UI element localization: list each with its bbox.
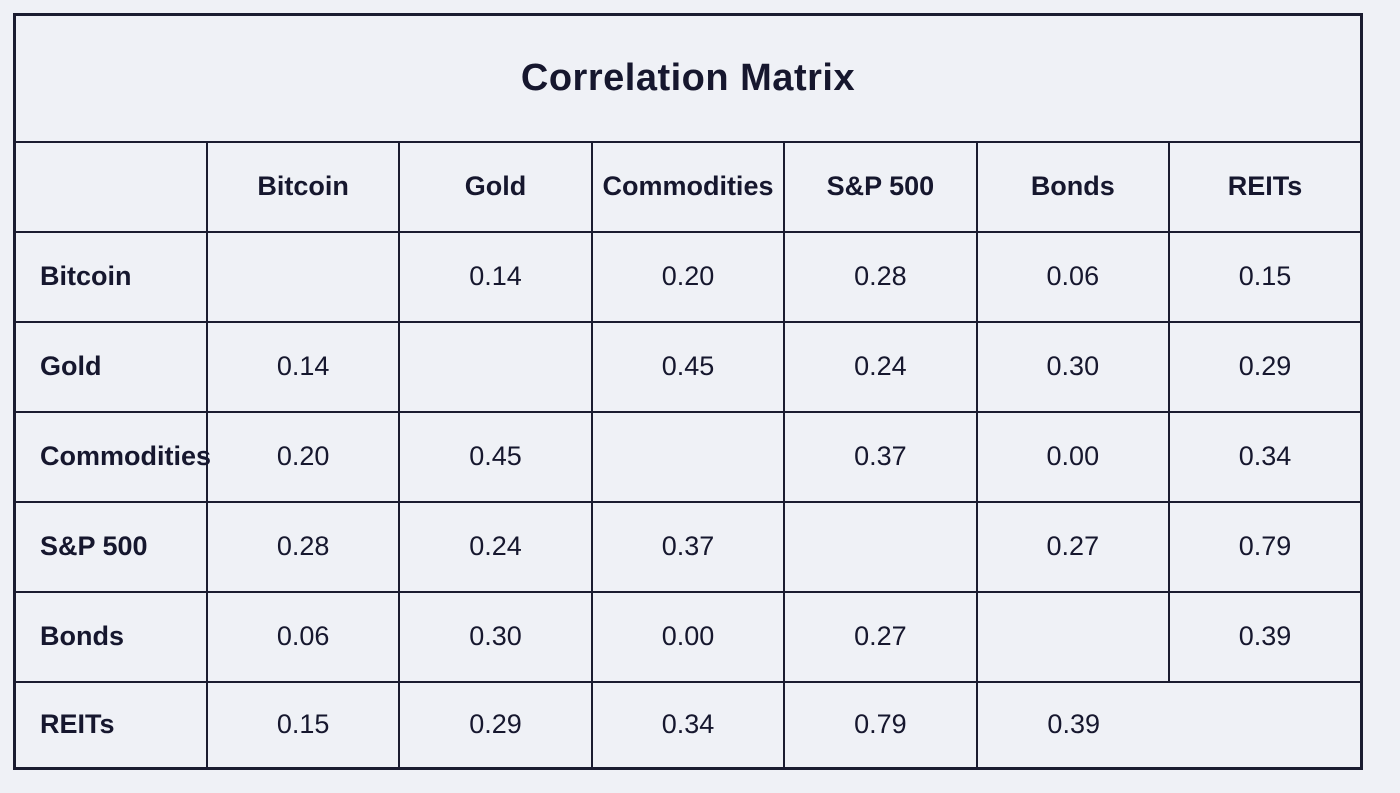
- cell-reits-bonds-value: 0.39: [1047, 709, 1100, 740]
- cell-bitcoin-reits: 0.15: [1168, 230, 1363, 323]
- cell-bonds-reits: 0.39: [1168, 590, 1363, 683]
- cell-bitcoin-gold: 0.14: [398, 230, 593, 323]
- table-row-bonds: Bonds 0.06 0.30 0.00 0.27 0.39: [13, 590, 1363, 683]
- cell-reits-commodities: 0.34: [590, 680, 786, 770]
- cell-bonds-commodities: 0.00: [590, 590, 786, 683]
- cell-sp500-bonds: 0.27: [975, 500, 1171, 593]
- table-row-bitcoin: Bitcoin 0.14 0.20 0.28 0.06 0.15: [13, 230, 1363, 323]
- cell-reits-bitcoin: 0.15: [205, 680, 401, 770]
- col-header-gold: Gold: [398, 140, 593, 233]
- cell-sp500-reits: 0.79: [1168, 500, 1363, 593]
- cell-bitcoin-sp500: 0.28: [783, 230, 978, 323]
- cell-gold-commodities: 0.45: [590, 320, 786, 413]
- cell-gold-gold: [398, 320, 593, 413]
- cell-bitcoin-bonds: 0.06: [975, 230, 1171, 323]
- cell-bonds-bitcoin: 0.06: [205, 590, 401, 683]
- cell-bitcoin-bitcoin: [205, 230, 401, 323]
- cell-sp500-gold: 0.24: [398, 500, 593, 593]
- table-row-reits: REITs 0.15 0.29 0.34 0.79 0.39: [13, 680, 1363, 770]
- cell-commodities-sp500: 0.37: [783, 410, 978, 503]
- row-header-commodities: Commodities: [13, 410, 211, 503]
- cell-reits-sp500: 0.79: [783, 680, 978, 770]
- cell-commodities-bonds: 0.00: [975, 410, 1171, 503]
- cell-sp500-commodities: 0.37: [590, 500, 786, 593]
- cell-bitcoin-commodities: 0.20: [590, 230, 786, 323]
- cell-sp500-sp500: [783, 500, 978, 593]
- cell-sp500-bitcoin: 0.28: [205, 500, 401, 593]
- table-row-gold: Gold 0.14 0.45 0.24 0.30 0.29: [13, 320, 1363, 413]
- row-header-bonds: Bonds: [13, 590, 208, 683]
- cell-bonds-gold: 0.30: [398, 590, 593, 683]
- cell-commodities-gold: 0.45: [398, 410, 593, 503]
- cell-commodities-bitcoin: 0.20: [205, 410, 401, 503]
- title-row: Correlation Matrix: [13, 13, 1363, 143]
- cell-gold-bonds: 0.30: [975, 320, 1171, 413]
- page-title: Correlation Matrix: [13, 13, 1363, 143]
- cell-gold-reits: 0.29: [1168, 320, 1363, 413]
- header-row: Bitcoin Gold Commodities S&P 500 Bonds R…: [13, 140, 1363, 233]
- col-header-bitcoin: Bitcoin: [205, 140, 401, 233]
- col-header-reits: REITs: [1168, 140, 1363, 233]
- row-header-reits: REITs: [13, 680, 208, 770]
- col-header-sp500: S&P 500: [783, 140, 978, 233]
- cell-gold-sp500: 0.24: [783, 320, 978, 413]
- cell-bonds-sp500: 0.27: [783, 590, 978, 683]
- correlation-matrix-table: Correlation Matrix Bitcoin Gold Commodit…: [13, 13, 1363, 770]
- table-row-sp500: S&P 500 0.28 0.24 0.37 0.27 0.79: [13, 500, 1363, 593]
- cell-gold-bitcoin: 0.14: [205, 320, 401, 413]
- row-header-gold: Gold: [13, 320, 208, 413]
- cell-reits-bonds-merged: 0.39: [975, 680, 1363, 770]
- row-header-bitcoin: Bitcoin: [13, 230, 208, 323]
- cell-commodities-reits: 0.34: [1168, 410, 1363, 503]
- col-header-commodities: Commodities: [590, 140, 786, 233]
- cell-commodities-commodities: [590, 410, 786, 503]
- corner-cell: [13, 140, 208, 233]
- table-row-commodities: Commodities 0.20 0.45 0.37 0.00 0.34: [13, 410, 1363, 503]
- col-header-bonds: Bonds: [975, 140, 1171, 233]
- cell-reits-gold: 0.29: [398, 680, 593, 770]
- cell-bonds-bonds: [975, 590, 1171, 683]
- row-header-sp500: S&P 500: [13, 500, 208, 593]
